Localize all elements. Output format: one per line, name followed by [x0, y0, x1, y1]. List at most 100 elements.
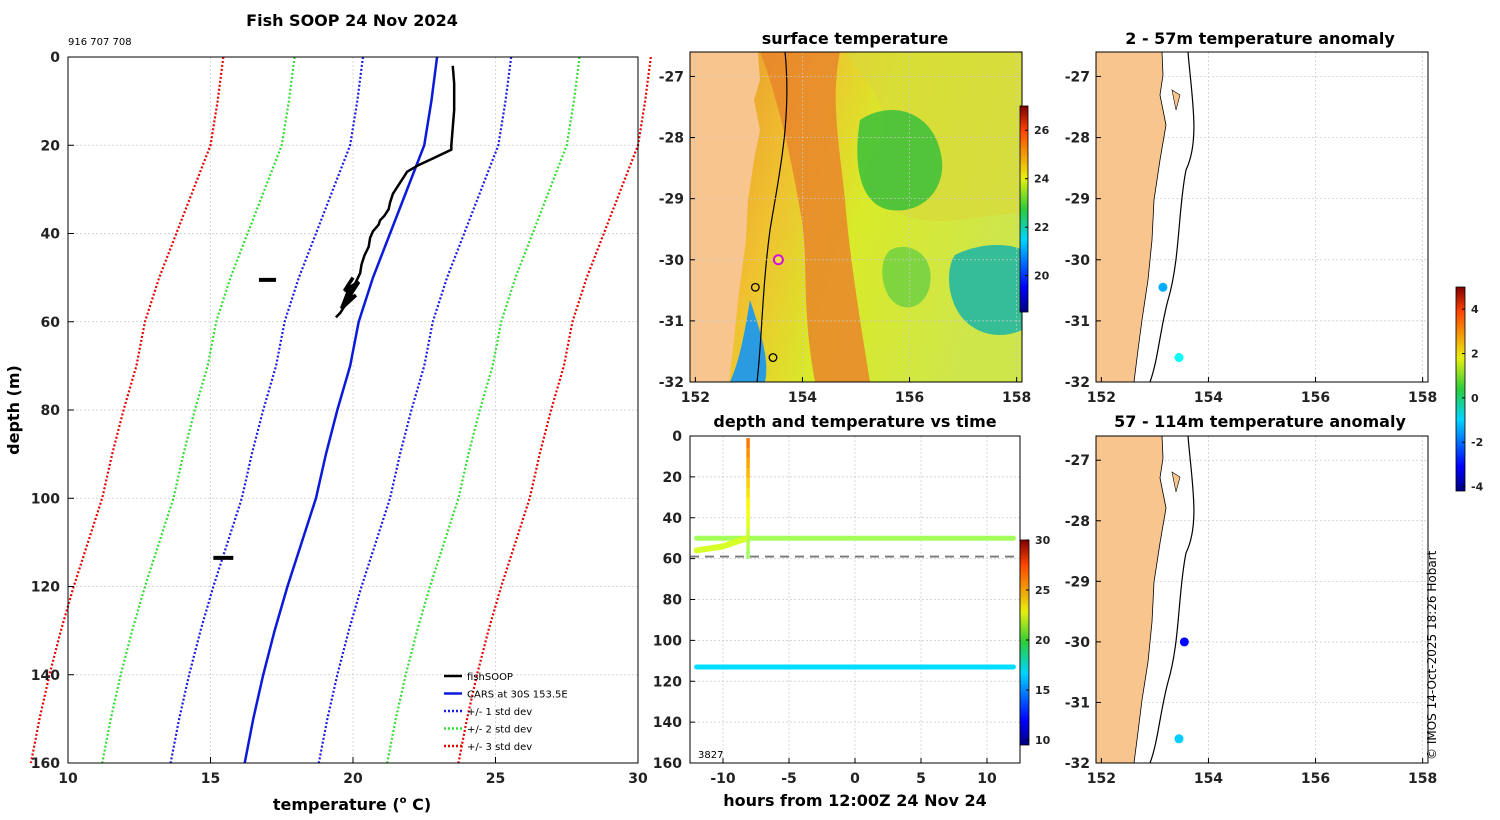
anomaly-shallow-x-tick-label: 154: [1194, 390, 1223, 406]
profile-x-tick-label: 15: [201, 771, 220, 787]
time-x-tick-label: 10: [977, 771, 997, 787]
anomaly-deep-land: [1096, 436, 1167, 763]
anomaly-deep-x-tick-label: 158: [1408, 771, 1437, 787]
time-y-tick-label: 140: [653, 715, 682, 731]
profile-y-tick-label: 140: [31, 668, 60, 684]
profile-id-label: 916 707 708: [68, 37, 132, 48]
sst-x-tick-label: 156: [895, 390, 924, 406]
anomaly-deep-points: [1174, 637, 1189, 744]
time-grid: [690, 435, 1020, 764]
anomaly-colorbar-bar: [1455, 286, 1466, 492]
anomaly-deep-x-tick-label: 152: [1087, 771, 1116, 787]
x-label-sup: o: [400, 795, 407, 806]
profile-lines: [29, 56, 652, 764]
legend-entry: +/- 2 std dev: [467, 725, 532, 736]
legend-entry: +/- 1 std dev: [467, 707, 532, 718]
sst-markers: [750, 254, 784, 363]
profile-x-tick-label: 25: [486, 771, 505, 787]
time-x-tick-label: -5: [781, 771, 797, 787]
profile-y-tick-label: 120: [31, 580, 60, 596]
sst-ticks: 152 154 156 158 -27 -28 -29 -30 -31 -32: [659, 69, 1032, 406]
profile-legend: fishSOOP CARS at 30S 153.5E +/- 1 std dev +…: [444, 672, 568, 753]
time-data: [690, 438, 1020, 670]
time-x-tick-label: 0: [850, 771, 860, 787]
anomaly-shallow-y-tick-label: -28: [1065, 131, 1090, 147]
anomaly-shallow-title: 2 - 57m temperature anomaly: [1125, 29, 1395, 48]
profile-y-tick-label: 60: [41, 315, 61, 331]
sst-x-tick-label: 158: [1002, 390, 1031, 406]
time-colorbar-label: 15: [1035, 684, 1050, 697]
anomaly-shallow-x-tick-label: 158: [1408, 390, 1437, 406]
profile-y-label: depth (m): [4, 365, 23, 455]
profile-x-tick-label: 20: [343, 771, 363, 787]
sst-contour: [756, 52, 788, 382]
profile-fishsoop-scribble: [339, 276, 361, 310]
sst-colorbar-bar: [1019, 105, 1029, 313]
time-y-tick-label: 40: [663, 511, 683, 527]
time-y-tick-label: 120: [653, 674, 682, 690]
anomaly-deep-contour: [1149, 436, 1195, 763]
profile-y-ticks: 0 20 40 60 80 100 120 140 160: [31, 50, 74, 772]
anomaly-shallow-island: [1171, 89, 1181, 111]
anomaly-shallow-grid: [1096, 52, 1428, 383]
anomaly-colorbar-label: 0: [1471, 392, 1479, 405]
time-corner-label: 3827: [698, 750, 723, 761]
anomaly-shallow-point: [1174, 353, 1184, 363]
profile-y-tick-label: 40: [41, 227, 61, 243]
anomaly-shallow-y-tick-label: -31: [1065, 314, 1090, 330]
anomaly-deep-y-tick-label: -27: [1065, 453, 1090, 469]
profile-x-label: temperature (o C): [273, 795, 431, 814]
sst-marker-current: [772, 254, 784, 266]
legend-entry: fishSOOP: [467, 672, 513, 683]
sst-cool-eddy: [857, 110, 943, 211]
anomaly-shallow-panel: 2 - 57m temperature anomaly 152 154 156 158…: [1065, 29, 1438, 406]
time-y-tick-label: 80: [663, 593, 683, 609]
anomaly-deep-y-tick-label: -28: [1065, 514, 1090, 530]
anomaly-colorbar-label: 4: [1471, 303, 1479, 316]
sst-green-patch: [882, 246, 931, 308]
anomaly-shallow-ticks: 152 154 156 158 -27 -28 -29 -30 -31 -32: [1065, 69, 1438, 406]
anomaly-colorbar: -4 -2 0 2 4: [1455, 286, 1484, 494]
anomaly-colorbar-label: -4: [1471, 481, 1484, 494]
anomaly-shallow-points: [1158, 282, 1184, 363]
sst-colorbar-label: 26: [1034, 124, 1050, 137]
profile-y-tick-label: 0: [50, 50, 60, 66]
anomaly-deep-x-tick-label: 154: [1194, 771, 1223, 787]
profile-x-ticks: 10 15 20 25 30: [58, 757, 648, 787]
anomaly-deep-frame: [1095, 435, 1429, 764]
anomaly-shallow-y-tick-label: -30: [1065, 253, 1091, 269]
sst-colorbar-label: 22: [1034, 221, 1049, 234]
profile-std1-lower: [169, 56, 365, 764]
sst-warm-current: [760, 52, 870, 382]
anomaly-deep-point: [1179, 637, 1189, 647]
profile-y-tick-label: 80: [41, 403, 61, 419]
sst-y-tick-label: -30: [659, 253, 685, 269]
profile-panel: Fish SOOP 24 Nov 2024 916 707 708 10 15 20…: [4, 11, 652, 814]
profile-grid: [67, 56, 639, 764]
anomaly-shallow-x-tick-label: 152: [1087, 390, 1116, 406]
anomaly-colorbar-label: 2: [1471, 348, 1479, 361]
anomaly-deep-ticks: 152 154 156 158 -27 -28 -29 -30 -31 -32: [1065, 453, 1438, 787]
anomaly-deep-y-tick-label: -31: [1065, 695, 1090, 711]
sst-cool-region: [948, 245, 1022, 335]
legend-entry: +/- 3 std dev: [467, 742, 532, 753]
time-y-tick-label: 100: [653, 633, 682, 649]
profile-y-tick-label: 100: [31, 491, 60, 507]
x-label-unit: C): [407, 795, 432, 814]
sst-colorbar-label: 20: [1034, 270, 1050, 283]
time-y-tick-label: 20: [663, 470, 683, 486]
profile-std1-upper: [317, 56, 513, 764]
anomaly-deep-y-tick-label: -29: [1065, 574, 1090, 590]
time-title: depth and temperature vs time: [713, 412, 996, 431]
sst-colorbar-label: 24: [1034, 173, 1050, 186]
time-x-label: hours from 12:00Z 24 Nov 24: [723, 791, 986, 810]
profile-title: Fish SOOP 24 Nov 2024: [246, 11, 458, 30]
time-y-tick-label: 160: [653, 756, 682, 772]
sst-x-tick-label: 152: [681, 390, 710, 406]
anomaly-shallow-y-tick-label: -27: [1065, 69, 1090, 85]
sst-panel: surface temperature 152 154 156 158 -27 -28 -2…: [659, 29, 1050, 406]
time-colorbar: 10 15 20 25 30: [1019, 534, 1051, 747]
sst-marker-station: [768, 353, 778, 363]
anomaly-deep-y-tick-label: -32: [1065, 756, 1090, 772]
